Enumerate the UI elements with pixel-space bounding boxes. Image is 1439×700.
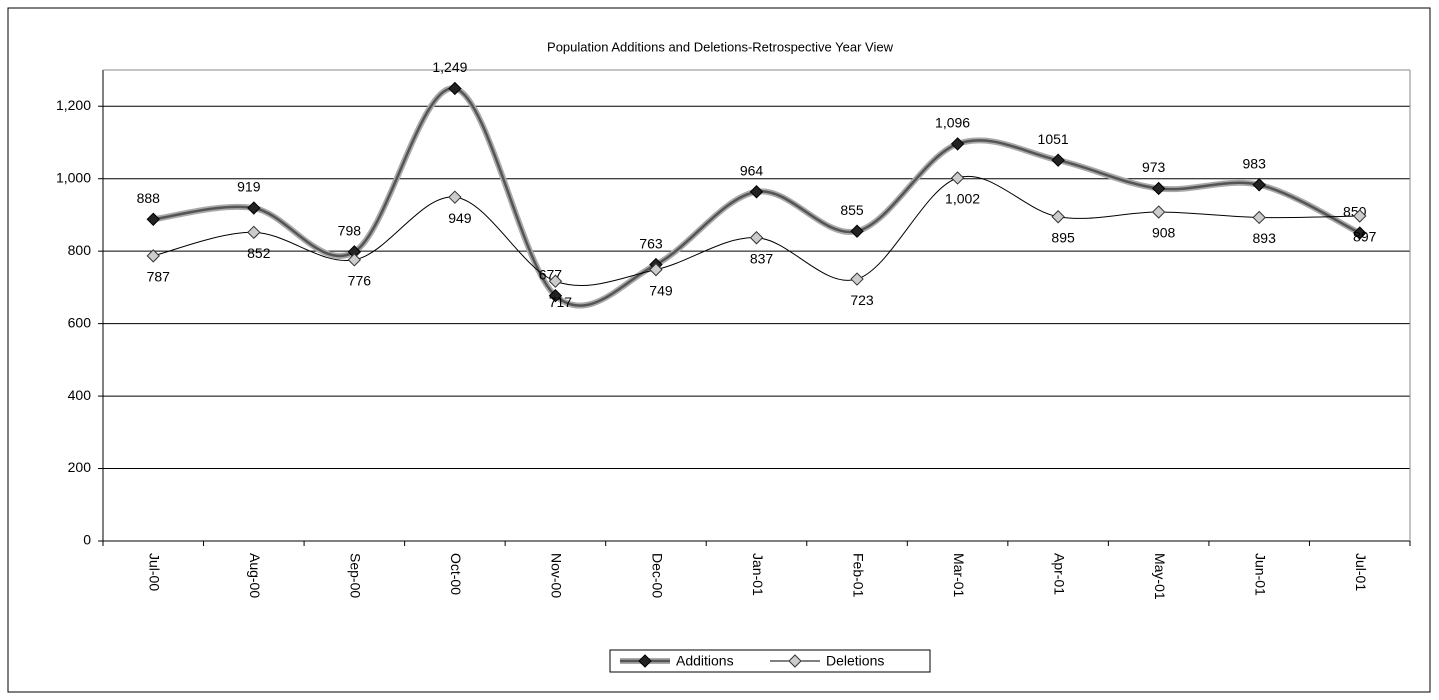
x-tick-label: Jun-01: [1252, 553, 1268, 596]
y-tick-label: 0: [83, 532, 91, 548]
y-tick-label: 1,200: [56, 97, 91, 113]
marker: [1051, 153, 1065, 167]
marker: [1353, 209, 1367, 223]
data-label: 1051: [1038, 131, 1069, 147]
data-label: 949: [448, 210, 472, 226]
y-tick-label: 400: [68, 387, 92, 403]
legend-label: Deletions: [826, 653, 884, 669]
marker: [548, 274, 563, 288]
data-label: 787: [147, 269, 171, 285]
marker: [347, 253, 362, 267]
marker: [448, 190, 462, 204]
x-tick-label: Jan-01: [750, 553, 766, 596]
data-label: 1,249: [432, 59, 467, 75]
marker: [850, 224, 864, 238]
x-tick-label: Mar-01: [951, 553, 967, 598]
marker: [749, 185, 764, 199]
marker: [950, 137, 965, 151]
x-tick-label: Feb-01: [850, 553, 866, 598]
x-tick-label: Jul-00: [147, 553, 163, 591]
data-label: 919: [237, 179, 261, 195]
marker: [749, 231, 764, 245]
chart-title: Population Additions and Deletions-Retro…: [547, 39, 894, 54]
marker: [146, 212, 160, 226]
marker: [548, 289, 563, 303]
marker: [1051, 210, 1065, 224]
data-label: 1,096: [935, 115, 970, 131]
data-label: 895: [1051, 229, 1075, 245]
data-label: 964: [740, 162, 764, 178]
marker: [649, 262, 663, 277]
marker: [950, 171, 965, 185]
chart-border: [7, 7, 1431, 693]
marker: [850, 272, 864, 286]
x-tick-label: Aug-00: [247, 553, 263, 598]
x-tick-label: Apr-01: [1051, 553, 1067, 595]
legend-marker: [638, 654, 652, 668]
x-tick-label: May-01: [1152, 553, 1168, 600]
series-line: [153, 87, 1361, 307]
data-label: 897: [1353, 229, 1377, 245]
data-label: 908: [1152, 225, 1176, 241]
y-tick-label: 200: [68, 459, 92, 475]
marker: [1252, 178, 1266, 192]
data-label: 749: [649, 282, 673, 298]
marker: [247, 225, 261, 240]
data-label: 855: [840, 202, 864, 218]
data-label: 723: [850, 292, 874, 308]
data-label: 893: [1253, 230, 1277, 246]
legend: Additions Deletions: [609, 649, 931, 673]
x-tick-label: Sep-00: [348, 553, 364, 598]
x-tick-label: Oct-00: [448, 553, 464, 595]
data-label: 983: [1243, 156, 1267, 172]
marker: [1353, 226, 1367, 240]
data-label: 852: [247, 245, 271, 261]
marker: [247, 201, 261, 215]
marker: [1252, 210, 1266, 225]
data-label: 837: [750, 250, 774, 266]
marker: [448, 81, 462, 96]
data-label: 776: [348, 273, 372, 289]
marker: [1151, 205, 1166, 219]
x-tick-label: Dec-00: [649, 553, 665, 598]
y-tick-label: 800: [68, 242, 92, 258]
y-tick-label: 1,000: [56, 169, 91, 185]
data-label: 717: [549, 294, 573, 310]
data-label: 888: [137, 190, 161, 206]
marker: [1151, 181, 1166, 196]
legend-label: Additions: [676, 653, 734, 669]
data-label: 973: [1142, 159, 1166, 175]
y-tick-label: 600: [68, 314, 92, 330]
data-label: 798: [338, 223, 362, 239]
x-tick-label: Nov-00: [549, 553, 565, 598]
legend-marker: [788, 654, 802, 668]
marker: [146, 249, 160, 263]
x-tick-label: Jul-01: [1353, 553, 1369, 591]
data-label: 763: [639, 235, 663, 251]
data-label: 1,002: [945, 191, 980, 207]
